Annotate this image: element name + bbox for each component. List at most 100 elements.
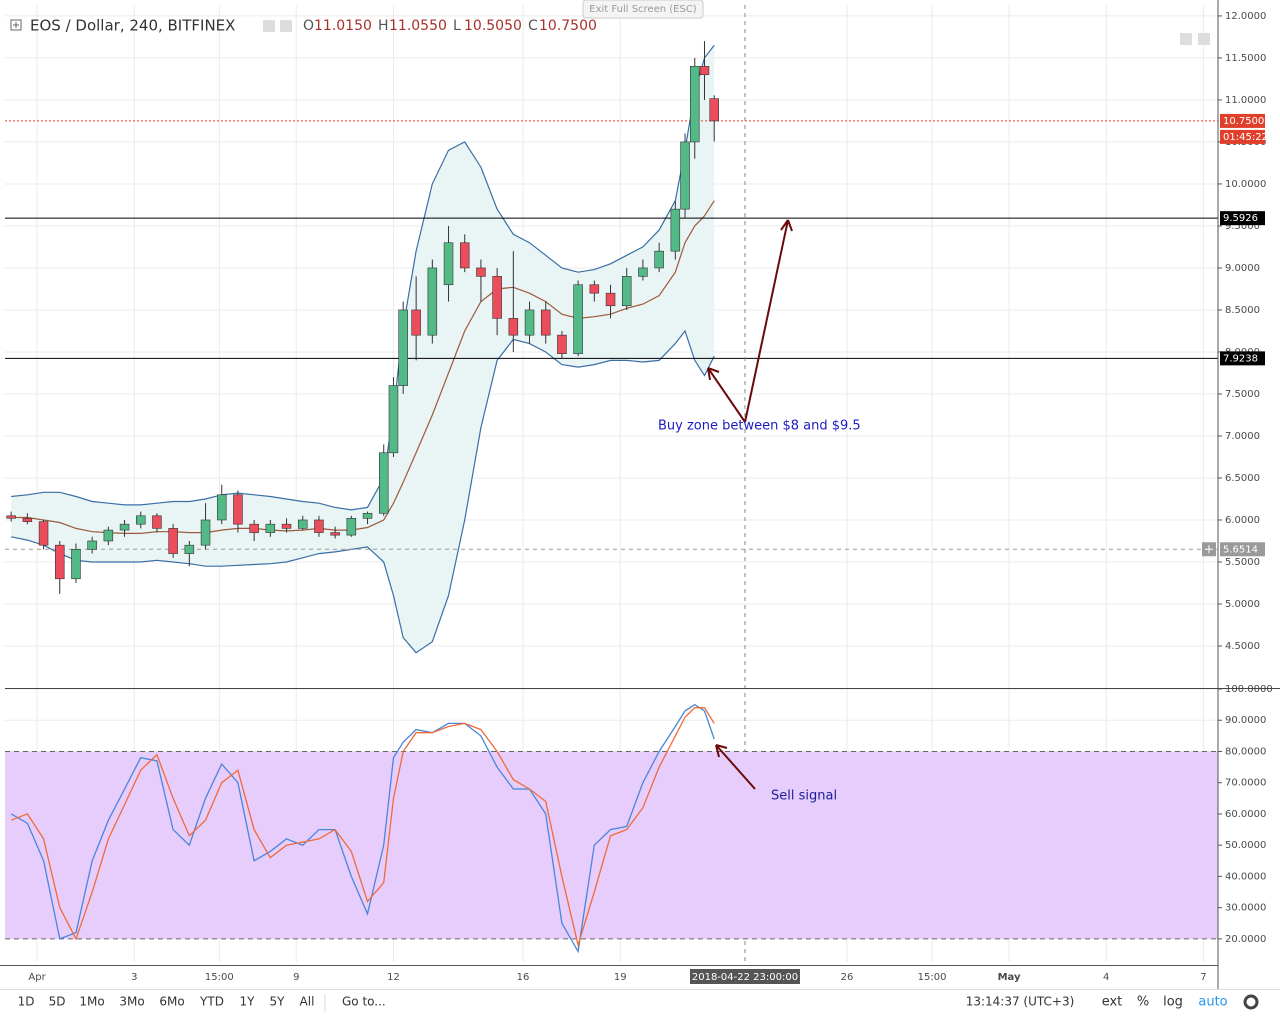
y-tick-label: 11.5000: [1225, 53, 1266, 64]
range-button[interactable]: 6Mo: [159, 995, 184, 1009]
candle-body: [388, 385, 399, 454]
scale-option[interactable]: auto: [1198, 995, 1227, 1010]
y-tick-label: 9.5000: [1225, 221, 1260, 232]
candle-body: [103, 529, 114, 542]
scroll-icon[interactable]: [1180, 33, 1192, 45]
x-tick-label: 3: [131, 972, 137, 983]
y-tick-label: 40.0000: [1225, 871, 1266, 882]
stoch-line: [10, 707, 715, 948]
candle-body: [362, 512, 373, 519]
range-button[interactable]: All: [300, 995, 315, 1009]
candle-body: [6, 515, 16, 519]
y-tick-label: 7.5000: [1225, 389, 1260, 400]
range-button[interactable]: 3Mo: [119, 995, 144, 1009]
candle-body: [638, 267, 648, 277]
x-tick-label: 9: [293, 972, 299, 983]
add-alert-plus: [1205, 545, 1213, 554]
candle-body: [297, 519, 308, 529]
y-tick-label: 5.5000: [1225, 557, 1260, 568]
y-tick-label: 90.0000: [1225, 715, 1266, 726]
x-tick-label: Apr: [28, 972, 46, 983]
candle-body: [680, 141, 690, 210]
ohlc-key: H: [378, 18, 389, 34]
level-label-box: [1220, 211, 1265, 226]
candle-body: [119, 523, 130, 531]
candle-body: [265, 523, 276, 533]
y-tick-label: 7.0000: [1225, 431, 1260, 442]
y-tick-label: 8.5000: [1225, 305, 1260, 316]
candle-body: [233, 494, 243, 525]
sell-signal-annotation: Sell signal: [771, 789, 837, 804]
x-tick-label: 16: [517, 972, 530, 983]
y-tick-label: 4.5000: [1225, 641, 1260, 652]
level-label: 9.5926: [1223, 213, 1258, 224]
band-line: [11, 329, 715, 654]
range-button[interactable]: 5D: [49, 995, 66, 1009]
crosshair-label-box: [689, 969, 800, 984]
ohlc-key: L: [453, 18, 461, 34]
clock: 13:14:37 (UTC+3): [966, 995, 1075, 1009]
y-tick-label: 11.0000: [1225, 95, 1266, 106]
y-tick-label: 5.0000: [1225, 599, 1260, 610]
range-button[interactable]: 5Y: [270, 995, 286, 1009]
countdown: 01:45:22: [1223, 132, 1268, 143]
level-label: 5.6514: [1223, 544, 1258, 555]
candle-body: [654, 250, 664, 269]
scale-option[interactable]: %: [1137, 995, 1149, 1010]
range-button[interactable]: 1D: [18, 995, 35, 1009]
level-label-box: [1220, 113, 1265, 128]
candle-body: [54, 544, 65, 580]
level-label-box: [1220, 351, 1265, 366]
band-line: [11, 200, 715, 534]
range-button[interactable]: 1Y: [240, 995, 256, 1009]
range-button[interactable]: YTD: [199, 995, 224, 1009]
y-tick-label: 80.0000: [1225, 746, 1266, 757]
x-tick-label: May: [998, 972, 1021, 983]
range-button[interactable]: 1Mo: [79, 995, 104, 1009]
exit-fullscreen-label[interactable]: Exit Full Screen (ESC): [589, 4, 697, 15]
candle-body: [670, 208, 681, 252]
y-tick-label: 9.0000: [1225, 263, 1260, 274]
candle-body: [573, 284, 583, 354]
candle-body: [709, 98, 719, 122]
candle-body: [38, 521, 49, 546]
candle-body: [605, 292, 616, 307]
crosshair-label: 2018-04-22 23:00:00: [692, 972, 798, 983]
candle-body: [168, 528, 178, 554]
scale-option[interactable]: ext: [1102, 995, 1123, 1010]
settings-gear[interactable]: [1243, 994, 1259, 1010]
y-tick-label: 60.0000: [1225, 809, 1266, 820]
x-tick-label: 15:00: [918, 972, 947, 983]
expand-icon[interactable]: [10, 19, 22, 31]
goto-button[interactable]: Go to...: [342, 995, 386, 1009]
y-tick-label: 20.0000: [1225, 934, 1266, 945]
y-tick-label: 6.5000: [1225, 473, 1260, 484]
hide-icon[interactable]: [280, 20, 292, 32]
y-tick-label: 70.0000: [1225, 778, 1266, 789]
candle-body: [411, 309, 421, 336]
candle-body: [398, 309, 408, 386]
y-tick-label: 6.0000: [1225, 515, 1260, 526]
x-tick-label: 7: [1200, 972, 1206, 983]
stoch-band: [5, 751, 1218, 939]
y-tick-label: 50.0000: [1225, 840, 1266, 851]
level-label-box: [1220, 542, 1265, 557]
scale-option[interactable]: log: [1163, 995, 1183, 1010]
scroll-icon[interactable]: [1198, 33, 1210, 45]
x-tick-label: 19: [614, 972, 627, 983]
ohlc-value: 10.5050: [464, 18, 522, 34]
candle-body: [22, 518, 33, 522]
ohlc-value: 10.7500: [539, 18, 597, 34]
candle-body: [459, 242, 470, 269]
exit-fullscreen-button[interactable]: [582, 0, 704, 19]
candle-body: [135, 515, 146, 525]
settings-icon[interactable]: [263, 20, 275, 32]
candle-body: [621, 276, 632, 307]
candle-body: [152, 515, 162, 529]
ohlc-value: 11.0150: [314, 18, 372, 34]
candle-body: [540, 309, 551, 336]
candle-body: [184, 544, 195, 554]
stoch-line: [10, 703, 715, 954]
candle-body: [508, 318, 519, 336]
